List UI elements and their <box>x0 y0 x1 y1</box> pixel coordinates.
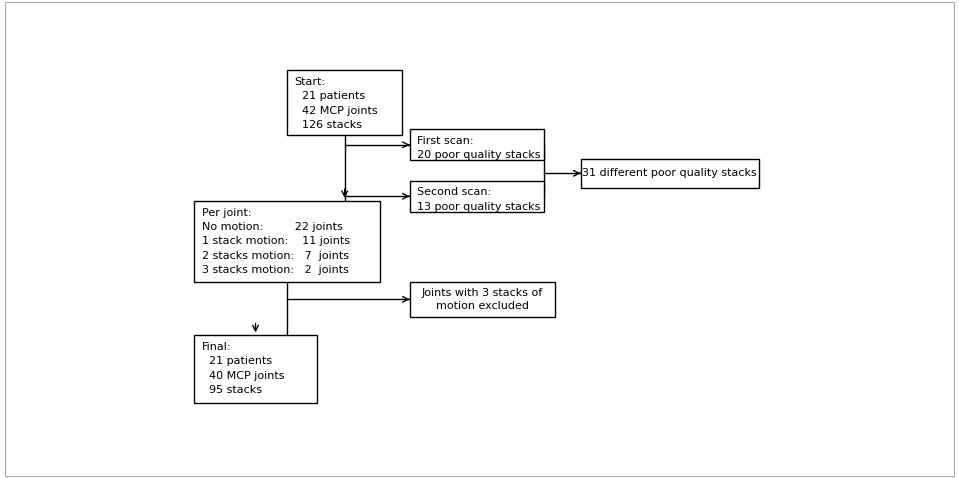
Text: First scan:
20 poor quality stacks: First scan: 20 poor quality stacks <box>417 136 541 160</box>
Text: Start:
  21 patients
  42 MCP joints
  126 stacks: Start: 21 patients 42 MCP joints 126 sta… <box>294 77 377 130</box>
Text: Second scan:
13 poor quality stacks: Second scan: 13 poor quality stacks <box>417 187 541 212</box>
FancyBboxPatch shape <box>409 129 544 161</box>
FancyBboxPatch shape <box>409 282 554 317</box>
FancyBboxPatch shape <box>194 335 316 403</box>
Text: Final:
  21 patients
  40 MCP joints
  95 stacks: Final: 21 patients 40 MCP joints 95 stac… <box>201 342 284 395</box>
FancyBboxPatch shape <box>194 201 380 282</box>
FancyBboxPatch shape <box>581 159 760 188</box>
Text: Per joint:
No motion:         22 joints
1 stack motion:    11 joints
2 stacks mo: Per joint: No motion: 22 joints 1 stack … <box>201 207 350 275</box>
Text: 31 different poor quality stacks: 31 different poor quality stacks <box>582 168 758 178</box>
Text: Joints with 3 stacks of
motion excluded: Joints with 3 stacks of motion excluded <box>422 288 543 311</box>
FancyBboxPatch shape <box>409 181 544 212</box>
FancyBboxPatch shape <box>287 70 403 135</box>
